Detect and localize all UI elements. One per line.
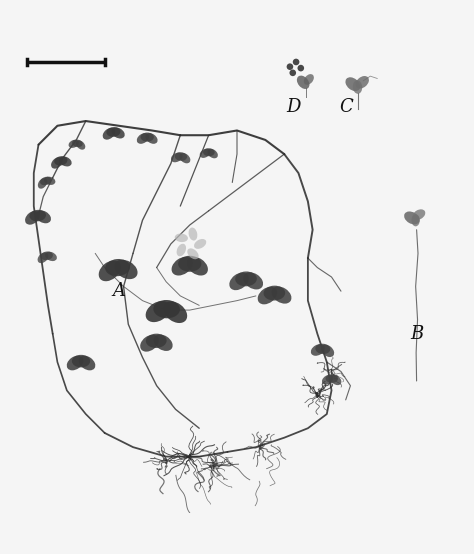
- Ellipse shape: [171, 152, 182, 162]
- Ellipse shape: [315, 343, 330, 354]
- Text: C: C: [339, 98, 353, 116]
- Text: A: A: [112, 282, 125, 300]
- Ellipse shape: [29, 210, 46, 222]
- Circle shape: [298, 65, 304, 71]
- Ellipse shape: [412, 209, 425, 220]
- Ellipse shape: [356, 76, 369, 89]
- Ellipse shape: [105, 259, 130, 276]
- Ellipse shape: [69, 140, 79, 148]
- Ellipse shape: [44, 177, 55, 185]
- Ellipse shape: [203, 148, 215, 156]
- Ellipse shape: [177, 244, 186, 257]
- Ellipse shape: [163, 301, 187, 323]
- Ellipse shape: [99, 260, 121, 281]
- Ellipse shape: [208, 149, 218, 158]
- Ellipse shape: [304, 74, 314, 85]
- Ellipse shape: [297, 75, 310, 89]
- Ellipse shape: [67, 356, 83, 371]
- Ellipse shape: [154, 335, 173, 351]
- Ellipse shape: [194, 239, 206, 249]
- Ellipse shape: [187, 257, 208, 275]
- Circle shape: [290, 69, 296, 76]
- Ellipse shape: [404, 212, 419, 224]
- Circle shape: [287, 63, 293, 70]
- Ellipse shape: [114, 260, 137, 279]
- Ellipse shape: [153, 300, 180, 319]
- Ellipse shape: [106, 127, 120, 137]
- Ellipse shape: [411, 214, 420, 227]
- Ellipse shape: [72, 355, 90, 367]
- Circle shape: [293, 59, 300, 65]
- Ellipse shape: [79, 356, 95, 371]
- Ellipse shape: [76, 140, 85, 150]
- Text: D: D: [286, 98, 301, 116]
- Ellipse shape: [264, 286, 285, 300]
- Ellipse shape: [40, 177, 51, 185]
- Ellipse shape: [187, 248, 199, 259]
- Ellipse shape: [54, 156, 67, 166]
- Ellipse shape: [172, 257, 193, 275]
- Ellipse shape: [140, 335, 159, 352]
- Ellipse shape: [59, 156, 72, 166]
- Ellipse shape: [146, 334, 167, 348]
- Ellipse shape: [178, 256, 201, 272]
- Ellipse shape: [146, 133, 157, 144]
- Ellipse shape: [72, 140, 83, 147]
- Ellipse shape: [111, 127, 125, 138]
- Text: B: B: [410, 325, 423, 343]
- Ellipse shape: [175, 234, 188, 242]
- Ellipse shape: [229, 273, 249, 290]
- Ellipse shape: [258, 287, 277, 304]
- Ellipse shape: [179, 153, 191, 163]
- Ellipse shape: [103, 128, 115, 140]
- Ellipse shape: [235, 271, 257, 286]
- Ellipse shape: [45, 252, 57, 261]
- Ellipse shape: [321, 345, 334, 357]
- Ellipse shape: [322, 375, 333, 384]
- Ellipse shape: [326, 375, 338, 383]
- Ellipse shape: [330, 375, 341, 385]
- Ellipse shape: [38, 178, 47, 189]
- Ellipse shape: [272, 286, 292, 304]
- Ellipse shape: [36, 211, 51, 223]
- Ellipse shape: [346, 77, 360, 91]
- Ellipse shape: [311, 344, 325, 356]
- Ellipse shape: [189, 228, 197, 240]
- Ellipse shape: [25, 211, 40, 225]
- Ellipse shape: [41, 252, 53, 260]
- Ellipse shape: [243, 273, 263, 289]
- Ellipse shape: [141, 132, 154, 142]
- Ellipse shape: [146, 301, 170, 322]
- Ellipse shape: [200, 148, 210, 158]
- Ellipse shape: [353, 80, 362, 94]
- Ellipse shape: [175, 152, 187, 161]
- Ellipse shape: [51, 157, 63, 168]
- Ellipse shape: [137, 133, 149, 144]
- Ellipse shape: [37, 253, 48, 263]
